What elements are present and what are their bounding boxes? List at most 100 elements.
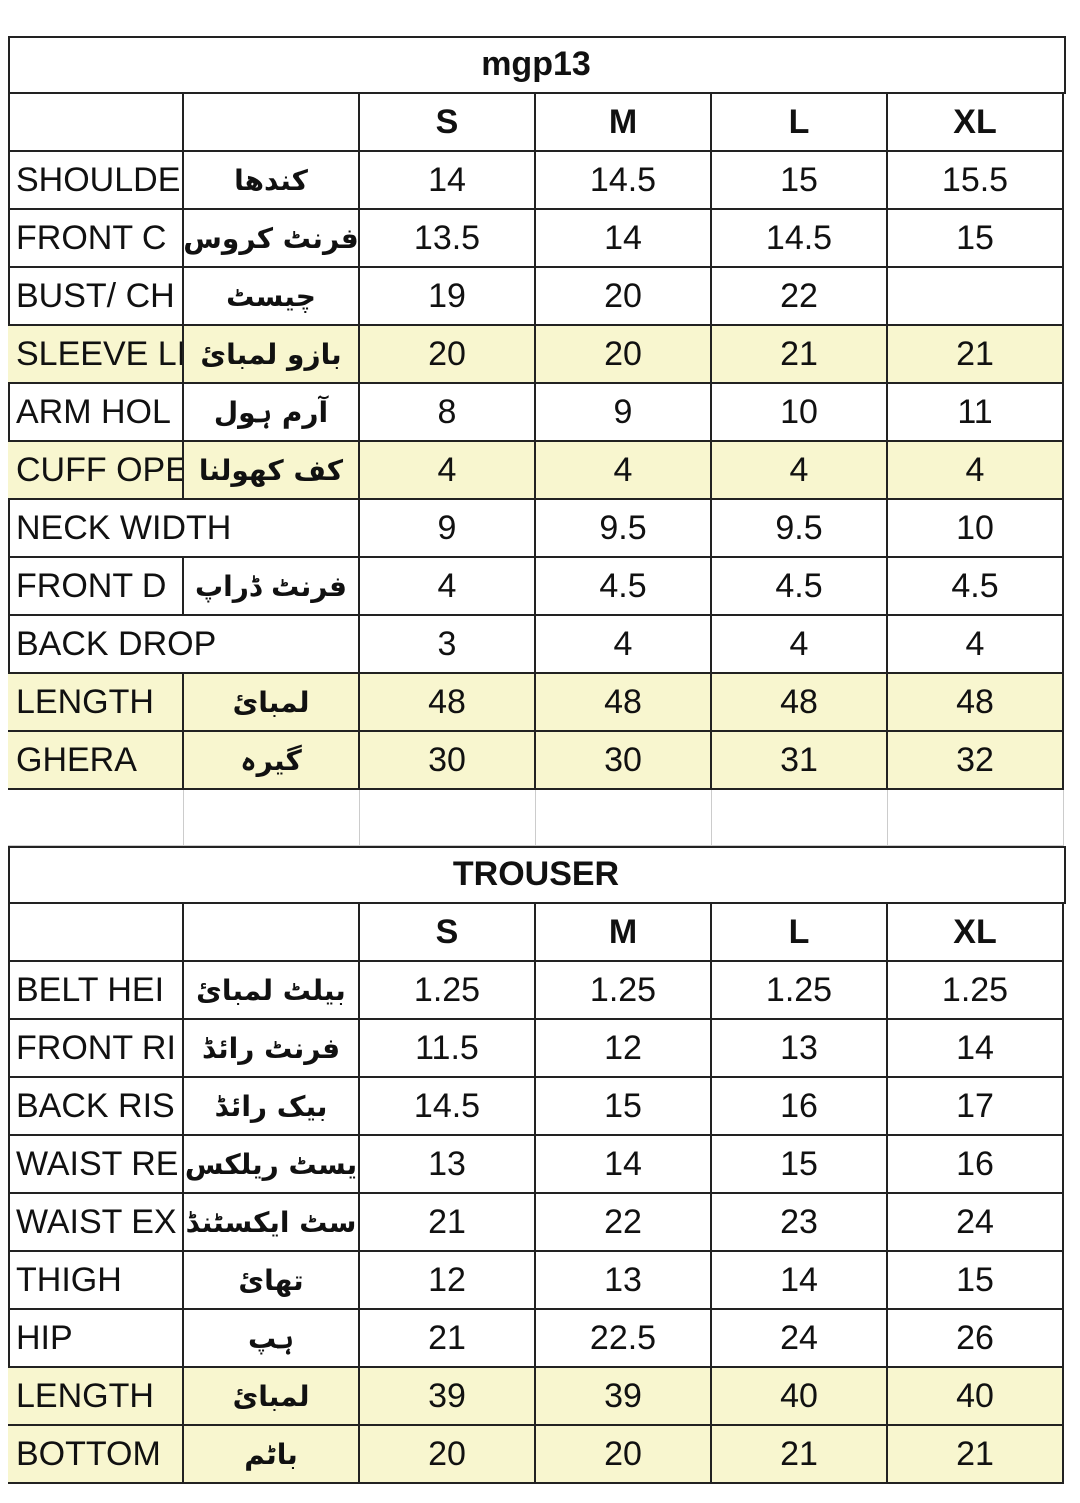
measure-label: WAIST RE <box>8 1136 184 1194</box>
size-value: 14 <box>536 210 712 268</box>
size-value: 19 <box>360 268 536 326</box>
urdu-label: گیرہ <box>184 732 360 790</box>
measure-label: NECK WIDTH <box>8 500 360 558</box>
size-value: 30 <box>536 732 712 790</box>
size-value: 15.5 <box>888 152 1064 210</box>
size-header: XL <box>888 94 1064 152</box>
measure-label: SLEEVE LI <box>8 326 184 384</box>
size-value: 17 <box>888 1078 1064 1136</box>
measure-label: LENGTH <box>8 674 184 732</box>
size-value: 21 <box>712 326 888 384</box>
size-header: L <box>712 94 888 152</box>
urdu-label: لمبائ <box>184 674 360 732</box>
blank-cell <box>184 904 360 962</box>
size-value: 4 <box>360 442 536 500</box>
size-value: 20 <box>536 268 712 326</box>
size-value: 15 <box>888 210 1064 268</box>
size-value: 23 <box>712 1194 888 1252</box>
empty-cell <box>888 790 1064 846</box>
size-value: 13 <box>536 1252 712 1310</box>
size-value: 22 <box>712 268 888 326</box>
size-value: 32 <box>888 732 1064 790</box>
size-value: 4.5 <box>888 558 1064 616</box>
size-value: 4 <box>536 442 712 500</box>
size-value: 48 <box>360 674 536 732</box>
size-value: 12 <box>536 1020 712 1078</box>
size-value: 4.5 <box>536 558 712 616</box>
urdu-label: چیسٹ <box>184 268 360 326</box>
urdu-label: بیلٹ لمبائ <box>184 962 360 1020</box>
urdu-label: ہپ <box>184 1310 360 1368</box>
size-value: 39 <box>536 1368 712 1426</box>
empty-cell <box>712 790 888 846</box>
size-value: 10 <box>888 500 1064 558</box>
size-header: S <box>360 94 536 152</box>
size-value: 14 <box>360 152 536 210</box>
empty-cell <box>184 790 360 846</box>
size-value: 14 <box>888 1020 1064 1078</box>
size-value: 13 <box>712 1020 888 1078</box>
size-value: 16 <box>888 1136 1064 1194</box>
size-header: L <box>712 904 888 962</box>
size-value: 8 <box>360 384 536 442</box>
measure-label: FRONT C <box>8 210 184 268</box>
size-value: 13 <box>360 1136 536 1194</box>
measure-label: HIP <box>8 1310 184 1368</box>
size-value: 48 <box>888 674 1064 732</box>
size-value: 20 <box>536 1426 712 1484</box>
size-value: 11.5 <box>360 1020 536 1078</box>
urdu-label: کف کھولنا <box>184 442 360 500</box>
measure-label: FRONT D <box>8 558 184 616</box>
urdu-label: فرنٹ ڈراپ <box>184 558 360 616</box>
size-value: 31 <box>712 732 888 790</box>
size-value: 21 <box>712 1426 888 1484</box>
urdu-label: فرنٹ رائڈ <box>184 1020 360 1078</box>
size-value: 15 <box>888 1252 1064 1310</box>
table-border <box>8 36 1066 790</box>
size-value: 24 <box>888 1194 1064 1252</box>
size-value: 3 <box>360 616 536 674</box>
measure-label: SHOULDE <box>8 152 184 210</box>
size-value: 26 <box>888 1310 1064 1368</box>
size-value: 4 <box>712 442 888 500</box>
size-value: 1.25 <box>888 962 1064 1020</box>
size-value <box>888 268 1064 326</box>
measure-label: FRONT RI <box>8 1020 184 1078</box>
empty-cell <box>360 790 536 846</box>
size-value: 4 <box>888 442 1064 500</box>
urdu-label: سٹ ایکسٹنڈ <box>184 1194 360 1252</box>
size-header: M <box>536 904 712 962</box>
size-header: M <box>536 94 712 152</box>
size-value: 4 <box>888 616 1064 674</box>
measure-label: BELT HEI <box>8 962 184 1020</box>
urdu-label: فرنٹ کروس <box>184 210 360 268</box>
urdu-label: یسٹ ریلکس <box>184 1136 360 1194</box>
size-value: 4 <box>536 616 712 674</box>
size-value: 15 <box>712 1136 888 1194</box>
blank-cell <box>8 94 184 152</box>
measure-label: BACK RIS <box>8 1078 184 1136</box>
size-value: 16 <box>712 1078 888 1136</box>
urdu-label: باٹم <box>184 1426 360 1484</box>
size-value: 4.5 <box>712 558 888 616</box>
measure-label: ARM HOL <box>8 384 184 442</box>
size-value: 9.5 <box>536 500 712 558</box>
measure-label: CUFF OPE <box>8 442 184 500</box>
size-value: 21 <box>360 1310 536 1368</box>
measure-label: GHERA <box>8 732 184 790</box>
size-value: 4 <box>360 558 536 616</box>
size-header: XL <box>888 904 1064 962</box>
size-value: 20 <box>536 326 712 384</box>
urdu-label: آرم ہول <box>184 384 360 442</box>
urdu-label: بازو لمبائ <box>184 326 360 384</box>
table-title: TROUSER <box>8 846 1066 904</box>
size-value: 20 <box>360 326 536 384</box>
measure-label: LENGTH <box>8 1368 184 1426</box>
size-value: 1.25 <box>360 962 536 1020</box>
size-value: 4 <box>712 616 888 674</box>
size-value: 22.5 <box>536 1310 712 1368</box>
size-value: 10 <box>712 384 888 442</box>
size-value: 20 <box>360 1426 536 1484</box>
size-value: 48 <box>712 674 888 732</box>
size-value: 24 <box>712 1310 888 1368</box>
